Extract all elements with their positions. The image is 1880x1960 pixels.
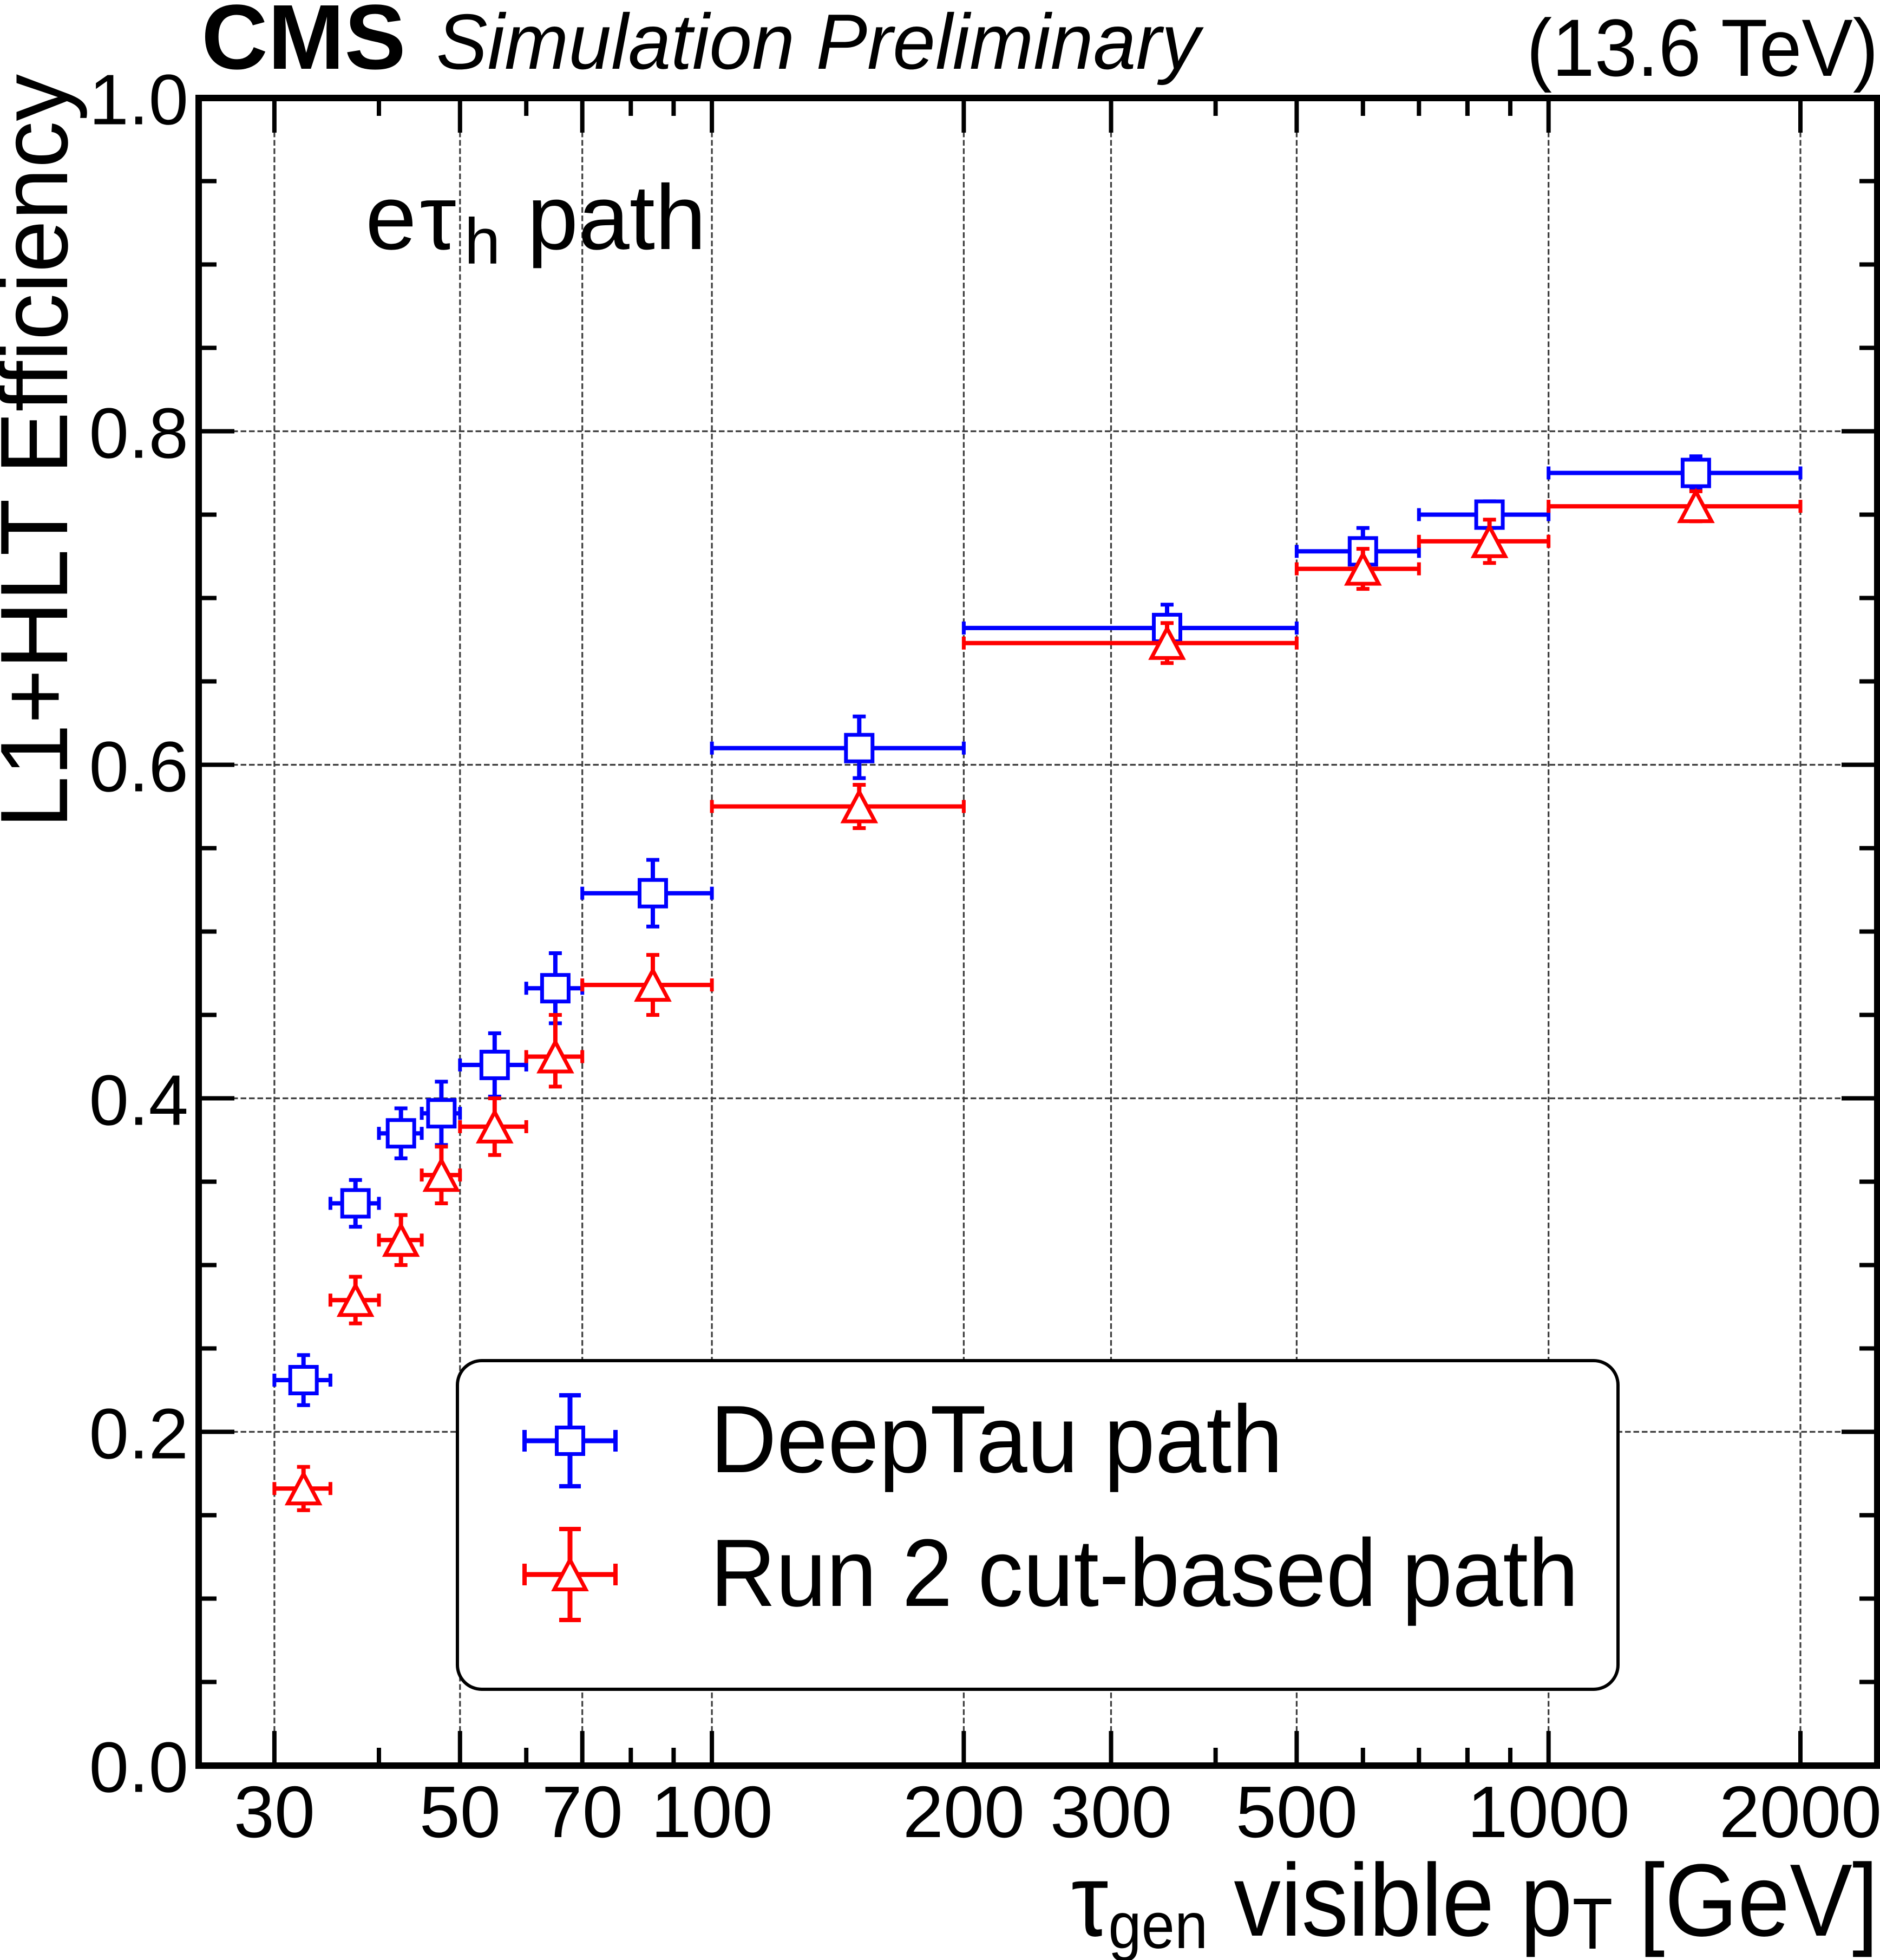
svg-text:CMS: CMS	[201, 0, 406, 89]
svg-text:500: 500	[1236, 1771, 1358, 1853]
svg-text:50: 50	[420, 1771, 501, 1853]
svg-text:0.0: 0.0	[89, 1728, 189, 1807]
svg-text:100: 100	[651, 1771, 772, 1853]
svg-text:300: 300	[1050, 1771, 1172, 1853]
svg-text:eτh path: eτ h path	[365, 166, 706, 278]
svg-text:Simulation Preliminary: Simulation Preliminary	[436, 0, 1204, 86]
svg-text:1.0: 1.0	[89, 60, 189, 140]
svg-text:2000: 2000	[1719, 1771, 1880, 1853]
svg-text:70: 70	[542, 1771, 623, 1853]
svg-text:200: 200	[903, 1771, 1025, 1853]
svg-text:0.4: 0.4	[89, 1061, 189, 1140]
svg-text:30: 30	[234, 1771, 315, 1853]
svg-text:0.6: 0.6	[89, 727, 189, 807]
svg-text:Run 2 cut-based path: Run 2 cut-based path	[710, 1519, 1578, 1626]
svg-text:τgen visible pT [GeV]: τgen visible pT [GeV]	[1071, 1843, 1878, 1960]
svg-text:(13.6 TeV): (13.6 TeV)	[1527, 2, 1878, 93]
svg-text:1000: 1000	[1468, 1771, 1630, 1853]
svg-text:0.8: 0.8	[89, 394, 189, 473]
svg-text:L1+HLT Efficiency: L1+HLT Efficiency	[0, 74, 88, 828]
svg-text:0.2: 0.2	[89, 1394, 189, 1474]
svg-text:DeepTau path: DeepTau path	[710, 1386, 1283, 1493]
